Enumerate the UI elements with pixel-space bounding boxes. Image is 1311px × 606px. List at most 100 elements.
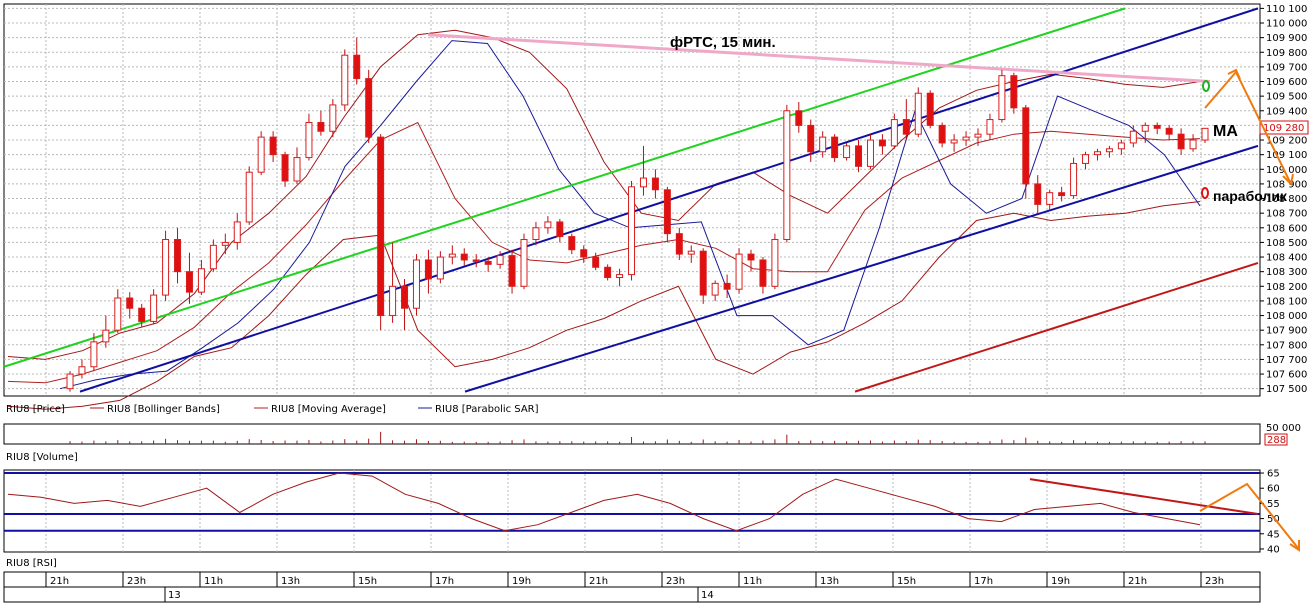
candle-body [759,259,767,287]
y-tick-label: 109 700 [1266,62,1307,73]
candle-body [675,233,683,255]
candle-body [628,186,636,276]
candle-body [484,260,492,265]
candle-body [1141,124,1149,132]
candle-body [353,54,361,80]
y-tick-label: 109 400 [1266,106,1307,117]
x-tick-label: 11h [204,576,223,587]
y-tick-label: 107 800 [1266,340,1307,351]
x-tick-label: 15h [897,576,916,587]
candle-body [401,285,409,309]
y-tick-label: 108 800 [1266,194,1307,205]
x-tick-label: 13h [281,576,300,587]
y-tick-label: 107 700 [1266,355,1307,366]
candle-body [1153,124,1161,129]
candle-body [902,119,910,135]
channel-lower-line [464,144,1259,393]
y-tick-label: 108 900 [1266,179,1307,190]
candle-body [412,259,420,309]
rsi-tick-label: 45 [1267,529,1280,540]
candle-body [890,119,898,147]
candle-body [389,285,397,317]
rsi-tick-label: 40 [1267,544,1280,555]
x-tick-label: 21h [50,576,69,587]
candle-body [317,121,325,132]
rsi-tick-label: 55 [1267,499,1280,510]
candle-body [556,221,564,238]
candle-body [341,54,349,106]
sar-marker-circle-green [1202,80,1210,92]
rsi-trendline [1029,478,1259,516]
x-tick-label: 23h [1205,576,1224,587]
candle-body [377,136,385,317]
y-tick-label: 109 800 [1266,48,1307,59]
candle-body [245,171,253,223]
candle-body [568,236,576,251]
rsi-tick-label: 50 [1267,514,1280,525]
candle-body [532,227,540,240]
rsi-forecast-arrow [1199,482,1300,552]
x-tick-label: 17h [974,576,993,587]
candle-body [197,268,205,293]
candle-body [66,373,74,390]
candle-body [150,294,158,322]
current-price-label: 109 280 [1263,123,1304,134]
price-legend: RIU8 [Price] RIU8 [Bollinger Bands] RIU8… [6,404,539,415]
y-tick-label: 108 500 [1266,238,1307,249]
candle-body [926,92,934,126]
candle-body [1046,192,1054,205]
y-tick-label: 109 100 [1266,150,1307,161]
volume-tick-current: 288 [1267,435,1286,446]
candle-body [508,255,516,287]
candle-body [938,124,946,144]
candle-body [424,259,432,280]
candle-body [1022,107,1030,185]
candle-body [114,297,122,331]
y-tick-label: 107 500 [1266,384,1307,395]
candle-body [209,244,217,270]
legend-moving-average: RIU8 [Moving Average] [271,404,386,415]
rsi-panel[interactable] [3,469,1261,553]
candle-body [639,177,647,188]
candle-body [783,110,791,240]
candle-body [472,259,480,262]
y-tick-label: 107 600 [1266,370,1307,381]
candle-body [1058,192,1066,197]
candle-body [544,221,552,229]
y-tick-label: 109 900 [1266,33,1307,44]
candle-body [174,238,182,273]
candle-body [819,136,827,153]
candle-body [950,139,958,144]
y-tick-label: 109 600 [1266,77,1307,88]
x-tick-label: 17h [435,576,454,587]
day-label: 14 [701,590,714,601]
candle-body [269,136,277,156]
x-tick-label: 15h [358,576,377,587]
candle-body [162,238,170,296]
candle-body [1201,127,1209,141]
y-tick-label: 109 000 [1266,165,1307,176]
moving-average-line [7,121,1201,384]
candle-body [305,121,313,159]
candle-body [699,250,707,296]
candle-body [257,136,265,173]
bollinger-lower [7,201,1201,410]
rsi-line [7,472,1201,532]
x-tick-label: 21h [589,576,608,587]
x-tick-label: 23h [127,576,146,587]
green-trendline [3,7,1126,368]
day-label: 13 [168,590,181,601]
candle-body [795,110,803,126]
candle-body [1082,154,1090,164]
candle-body [592,256,600,268]
red-trendline [854,261,1259,393]
parabolic-annotation: параболик [1213,188,1288,204]
candle-body [1010,75,1018,109]
candle-body [974,133,982,138]
legend-parabolic-sar: RIU8 [Parabolic SAR] [435,404,539,415]
x-tick-label: 19h [512,576,531,587]
candle-body [1117,142,1125,150]
candle-body [604,266,612,279]
candle-body [281,154,289,182]
